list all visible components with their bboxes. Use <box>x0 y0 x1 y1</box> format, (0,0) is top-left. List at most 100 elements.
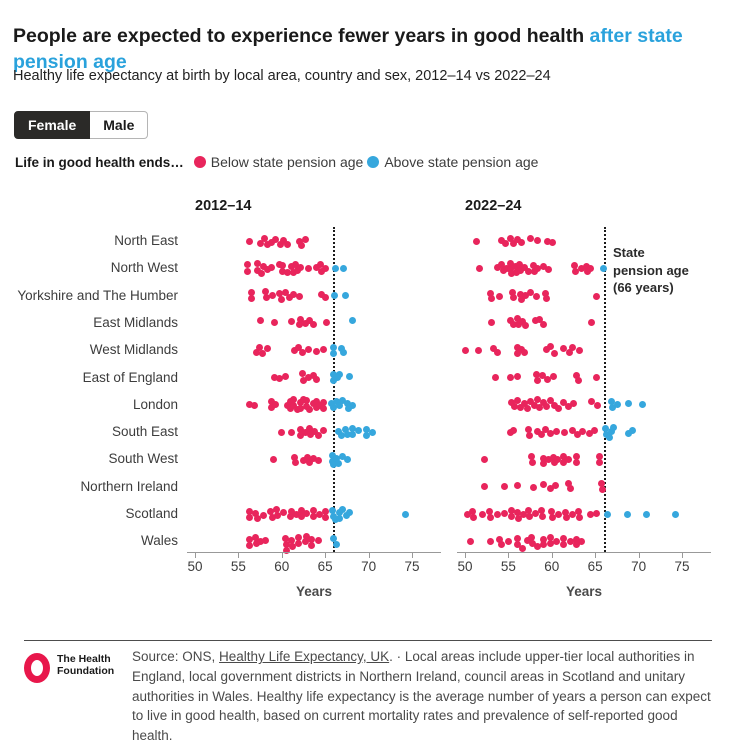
data-dot-below <box>532 371 540 378</box>
data-dot-below <box>531 509 539 517</box>
data-dot-above <box>339 264 347 272</box>
tab-female[interactable]: Female <box>14 111 91 139</box>
data-dot-below <box>287 318 295 326</box>
data-dot-above <box>327 400 335 408</box>
data-dot-below <box>300 456 307 464</box>
data-dot-below <box>247 289 255 297</box>
data-dot-below <box>516 260 524 268</box>
data-dot-below <box>319 399 327 407</box>
data-dot-above <box>332 398 340 406</box>
data-dot-below <box>552 537 560 545</box>
data-dot-below <box>514 508 522 516</box>
data-dot-above <box>336 402 344 410</box>
data-dot-below <box>286 512 294 520</box>
data-dot-below <box>262 294 270 302</box>
x-axis <box>187 552 441 553</box>
data-dot-above <box>609 423 617 431</box>
data-dot-below <box>279 261 287 269</box>
row-label: Wales <box>140 533 178 549</box>
data-dot-below <box>539 454 547 462</box>
data-dot-below <box>259 349 267 357</box>
data-dot-below <box>486 513 494 521</box>
data-dot-below <box>267 238 275 246</box>
data-dot-above <box>614 401 622 409</box>
data-dot-below <box>496 293 504 301</box>
data-dot-above <box>330 349 338 357</box>
data-dot-below <box>319 426 327 434</box>
source-link[interactable]: Healthy Life Expectancy, UK <box>219 649 390 664</box>
data-dot-below <box>514 349 522 357</box>
panel-title-2022-24: 2022–24 <box>465 198 522 214</box>
data-dot-below <box>530 261 538 269</box>
data-dot-below <box>507 506 515 514</box>
data-dot-below <box>549 513 557 521</box>
data-dot-below <box>252 509 260 517</box>
data-dot-below <box>281 534 289 542</box>
data-dot-below <box>301 320 309 328</box>
data-dot-below <box>272 235 280 243</box>
data-dot-below <box>506 317 514 325</box>
data-dot-below <box>514 540 522 548</box>
data-dot-above <box>344 400 352 408</box>
data-dot-below <box>491 374 499 381</box>
data-dot-below <box>521 348 529 356</box>
row-label: London <box>132 396 178 412</box>
data-dot-below <box>486 290 494 298</box>
x-axis-tick <box>195 552 196 558</box>
data-dot-below <box>532 293 540 301</box>
data-dot-below <box>290 402 298 410</box>
data-dot-below <box>286 405 294 413</box>
data-dot-below <box>301 537 309 545</box>
data-dot-below <box>497 540 505 548</box>
data-dot-below <box>565 348 573 356</box>
gender-toggle: Female Male <box>14 111 149 139</box>
data-dot-below <box>525 431 533 439</box>
data-dot-below <box>271 319 279 327</box>
x-axis-tick-label: 65 <box>587 559 603 574</box>
data-dot-below <box>279 267 287 275</box>
data-dot-below <box>597 480 605 488</box>
data-dot-above <box>336 371 344 378</box>
x-axis-tick <box>368 552 370 558</box>
data-dot-below <box>510 426 518 434</box>
tab-male[interactable]: Male <box>90 111 149 139</box>
x-axis-tick-label: 70 <box>631 559 647 574</box>
data-dot-below <box>318 267 326 275</box>
data-dot-below <box>246 541 254 549</box>
data-dot-below <box>278 428 286 436</box>
data-dot-below <box>510 403 518 411</box>
data-dot-below <box>496 535 504 543</box>
data-dot-below <box>559 399 567 407</box>
data-dot-below <box>284 240 292 248</box>
data-dot-below <box>534 396 542 404</box>
data-dot-below <box>564 455 572 463</box>
data-dot-below <box>510 294 518 302</box>
data-dot-below <box>543 376 551 383</box>
data-dot-above <box>341 425 349 433</box>
data-dot-below <box>297 316 305 324</box>
data-dot-above <box>329 343 337 351</box>
data-dot-below <box>571 267 579 275</box>
x-axis-tick <box>412 552 413 558</box>
data-dot-above <box>600 264 608 272</box>
data-dot-below <box>523 405 531 413</box>
data-dot-below <box>550 349 558 357</box>
data-dot-below <box>287 262 295 270</box>
data-dot-below <box>321 294 329 302</box>
data-dot-below <box>524 267 532 275</box>
data-dot-below <box>550 453 558 461</box>
page-title: People are expected to experience fewer … <box>13 23 719 75</box>
data-dot-below <box>512 268 520 276</box>
data-dot-below <box>260 511 268 519</box>
data-dot-below <box>517 266 525 274</box>
data-dot-below <box>313 263 321 271</box>
data-dot-below <box>529 539 537 547</box>
x-axis-tick-label: 65 <box>317 559 333 574</box>
data-dot-below <box>534 264 542 272</box>
data-dot-below <box>469 507 477 515</box>
data-dot-below <box>510 239 518 247</box>
source-note: Source: ONS, Healthy Life Expectancy, UK… <box>132 647 714 742</box>
data-dot-above <box>339 505 347 513</box>
data-dot-below <box>587 264 595 272</box>
